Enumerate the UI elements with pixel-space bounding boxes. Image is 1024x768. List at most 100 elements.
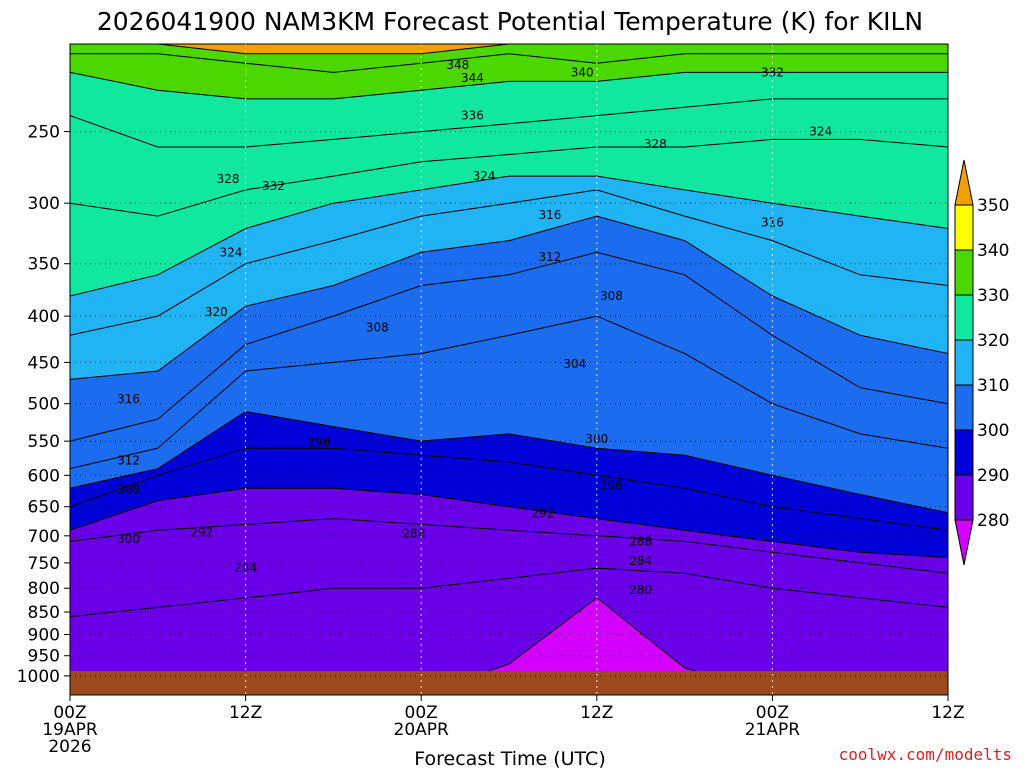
x-tick-label: 12Z (580, 703, 613, 723)
contour-label: 296 (600, 479, 623, 493)
x-tick-label: 2026 (48, 737, 91, 757)
contour-line-316K (70, 189, 948, 336)
y-tick-label: 700 (28, 527, 60, 547)
contour-label: 280 (629, 583, 652, 597)
contour-line-300K (70, 410, 948, 514)
contour-line-288K (70, 518, 948, 574)
contour-label: 300 (585, 432, 608, 446)
contour-line-332K (70, 71, 948, 100)
colorbar-label: 300 (977, 421, 1009, 441)
y-axis: 2503003504004505005506006507007508008509… (17, 123, 70, 687)
contour-label: 348 (446, 58, 469, 72)
contour-label: 288 (402, 527, 425, 541)
x-tick-label: 20APR (394, 720, 450, 740)
ground-surface (70, 671, 948, 695)
contour-label: 328 (644, 137, 667, 151)
colorbar-band (954, 384, 974, 431)
contour-label: 320 (205, 305, 228, 319)
fill-layer (70, 44, 948, 695)
credit-text: coolwx.com/modelts (839, 745, 1012, 764)
y-tick-label: 950 (28, 647, 60, 667)
contour-label: 328 (217, 172, 240, 186)
y-tick-label: 600 (28, 466, 60, 486)
contour-line-324K (70, 138, 948, 217)
contour-layer (70, 44, 948, 695)
contour-label: 308 (366, 321, 389, 335)
contour-label: 308 (600, 289, 623, 303)
contour-label: 336 (461, 109, 484, 123)
contour-line-304K (70, 315, 948, 470)
y-tick-label: 450 (28, 353, 60, 373)
y-tick-label: 1000 (17, 667, 60, 687)
plot-frame (69, 43, 949, 696)
colorbar-label: 340 (977, 241, 1009, 261)
x-tick-label: 00Z (53, 703, 86, 723)
contour-label: 332 (262, 179, 285, 193)
contour-label: 300 (117, 532, 140, 546)
x-tick-label: 19APR (42, 720, 98, 740)
colorbar-top-arrow (954, 159, 974, 206)
colorbar-legend: 350 340 330 320 310 300 290 280 (954, 159, 1009, 566)
x-tick-label: 00Z (756, 703, 789, 723)
colorbar-label: 350 (977, 196, 1009, 216)
colorbar-band (954, 204, 974, 251)
contour-line-292K (70, 487, 948, 559)
x-tick-label: 00Z (405, 703, 438, 723)
y-tick-label: 250 (28, 123, 60, 143)
x-axis-label: Forecast Time (UTC) (414, 748, 605, 768)
y-tick-label: 350 (28, 255, 60, 275)
contour-line-284K (70, 567, 948, 618)
grid-lines (70, 44, 948, 695)
x-tick-label: 12Z (931, 703, 964, 723)
y-tick-label: 750 (28, 554, 60, 574)
y-tick-label: 800 (28, 579, 60, 599)
colorbar-band (954, 249, 974, 296)
contour-line-320K (70, 175, 948, 297)
fill-band-284K (70, 568, 948, 695)
contour-label: 284 (629, 554, 652, 568)
y-tick-label: 300 (28, 194, 60, 214)
contour-label: 316 (117, 392, 140, 406)
contour-label: 344 (461, 71, 484, 85)
colorbar-band (954, 474, 974, 521)
colorbar-band (954, 429, 974, 476)
y-tick-label: 400 (28, 307, 60, 327)
colorbar-label: 320 (977, 331, 1009, 351)
contour-line-336K (70, 53, 948, 73)
contour-line-312K (70, 215, 948, 380)
y-tick-label: 500 (28, 395, 60, 415)
contour-label: 332 (761, 65, 784, 79)
colorbar-band (954, 339, 974, 386)
contour-label: 292 (190, 525, 213, 539)
contour-label: 312 (539, 250, 562, 264)
y-tick-label: 550 (28, 432, 60, 452)
contour-label: 316 (761, 215, 784, 229)
contour-label: 284 (234, 561, 257, 575)
contour-label: 312 (117, 454, 140, 468)
contour-label: 308 (117, 482, 140, 496)
contour-line-308K (70, 251, 948, 442)
colorbar-label: 310 (977, 376, 1009, 396)
contour-label: 324 (473, 169, 496, 183)
contour-label: 298 (307, 436, 330, 450)
contour-line-280K (70, 597, 948, 695)
contour-line-340K (70, 44, 948, 55)
contour-label: 292 (531, 506, 554, 520)
y-tick-label: 650 (28, 498, 60, 518)
x-tick-label: 12Z (229, 703, 262, 723)
x-tick-label: 21APR (745, 720, 801, 740)
colorbar-label: 280 (977, 511, 1009, 531)
contour-label: 324 (220, 245, 243, 259)
y-tick-label: 900 (28, 625, 60, 645)
contour-label: 340 (571, 65, 594, 79)
colorbar-band (954, 294, 974, 341)
contour-label: 288 (629, 534, 652, 548)
chart-title: 2026041900 NAM3KM Forecast Potential Tem… (97, 7, 923, 36)
contour-label: 304 (563, 357, 586, 371)
colorbar-label: 290 (977, 466, 1009, 486)
contour-line-296K (70, 447, 948, 531)
